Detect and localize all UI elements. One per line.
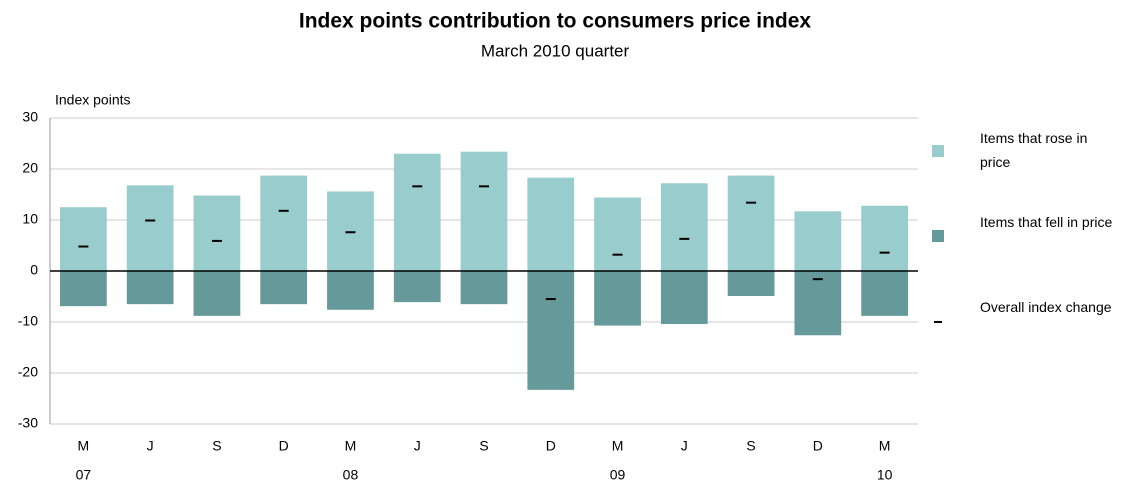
bar <box>193 195 241 271</box>
x-tick-label: S <box>212 438 221 454</box>
bar <box>594 197 641 271</box>
legend-swatch <box>932 145 944 157</box>
bar <box>60 207 107 271</box>
y-axis-label: Index points <box>55 92 131 108</box>
bar <box>327 191 374 271</box>
legend-label: Overall index change <box>980 299 1112 315</box>
bar <box>260 175 308 271</box>
bar <box>126 271 174 305</box>
x-tick-label: M <box>612 438 624 454</box>
x-tick-label: D <box>813 438 823 454</box>
bar <box>327 271 374 310</box>
x-sublabel: 08 <box>343 467 359 483</box>
bar <box>460 271 508 305</box>
y-tick-label: 30 <box>22 109 38 125</box>
chart-subtitle: March 2010 quarter <box>481 41 630 60</box>
bar <box>861 271 908 316</box>
x-sublabel: 10 <box>877 467 893 483</box>
bar <box>727 175 775 271</box>
x-tick-label: D <box>546 438 556 454</box>
bar <box>727 271 775 296</box>
y-tick-label: -30 <box>18 415 38 431</box>
bar <box>460 151 508 271</box>
bar <box>660 183 708 271</box>
bar <box>126 185 174 271</box>
bar <box>794 271 842 336</box>
x-tick-label: J <box>681 438 688 454</box>
y-tick-label: -10 <box>18 313 38 329</box>
bar <box>660 271 708 325</box>
bar <box>393 153 441 271</box>
bar <box>527 177 575 271</box>
bar <box>794 211 842 271</box>
bar <box>594 271 641 326</box>
chart-title: Index points contribution to consumers p… <box>299 10 812 33</box>
y-tick-label: -20 <box>18 364 38 380</box>
x-sublabel: 09 <box>610 467 626 483</box>
bar <box>60 271 107 307</box>
x-tick-label: S <box>746 438 755 454</box>
bar <box>527 271 575 390</box>
y-tick-label: 10 <box>22 211 38 227</box>
bar <box>861 205 908 271</box>
bar <box>393 271 441 303</box>
x-tick-label: M <box>345 438 357 454</box>
x-tick-label: J <box>414 438 421 454</box>
legend-swatch <box>932 230 944 242</box>
y-tick-label: 20 <box>22 160 38 176</box>
bar <box>193 271 241 316</box>
x-tick-label: M <box>78 438 90 454</box>
legend-label: Items that rose in price <box>980 130 1088 170</box>
x-tick-label: D <box>279 438 289 454</box>
x-sublabel: 07 <box>76 467 92 483</box>
x-tick-label: S <box>479 438 488 454</box>
bar <box>260 271 308 305</box>
x-tick-label: J <box>147 438 154 454</box>
legend-label: Items that fell in price <box>980 214 1113 230</box>
x-tick-label: M <box>879 438 891 454</box>
y-tick-label: 0 <box>30 262 38 278</box>
